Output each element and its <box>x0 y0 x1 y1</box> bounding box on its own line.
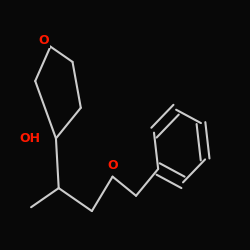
Text: O: O <box>107 159 118 172</box>
Text: O: O <box>38 34 49 47</box>
Text: OH: OH <box>19 132 40 145</box>
